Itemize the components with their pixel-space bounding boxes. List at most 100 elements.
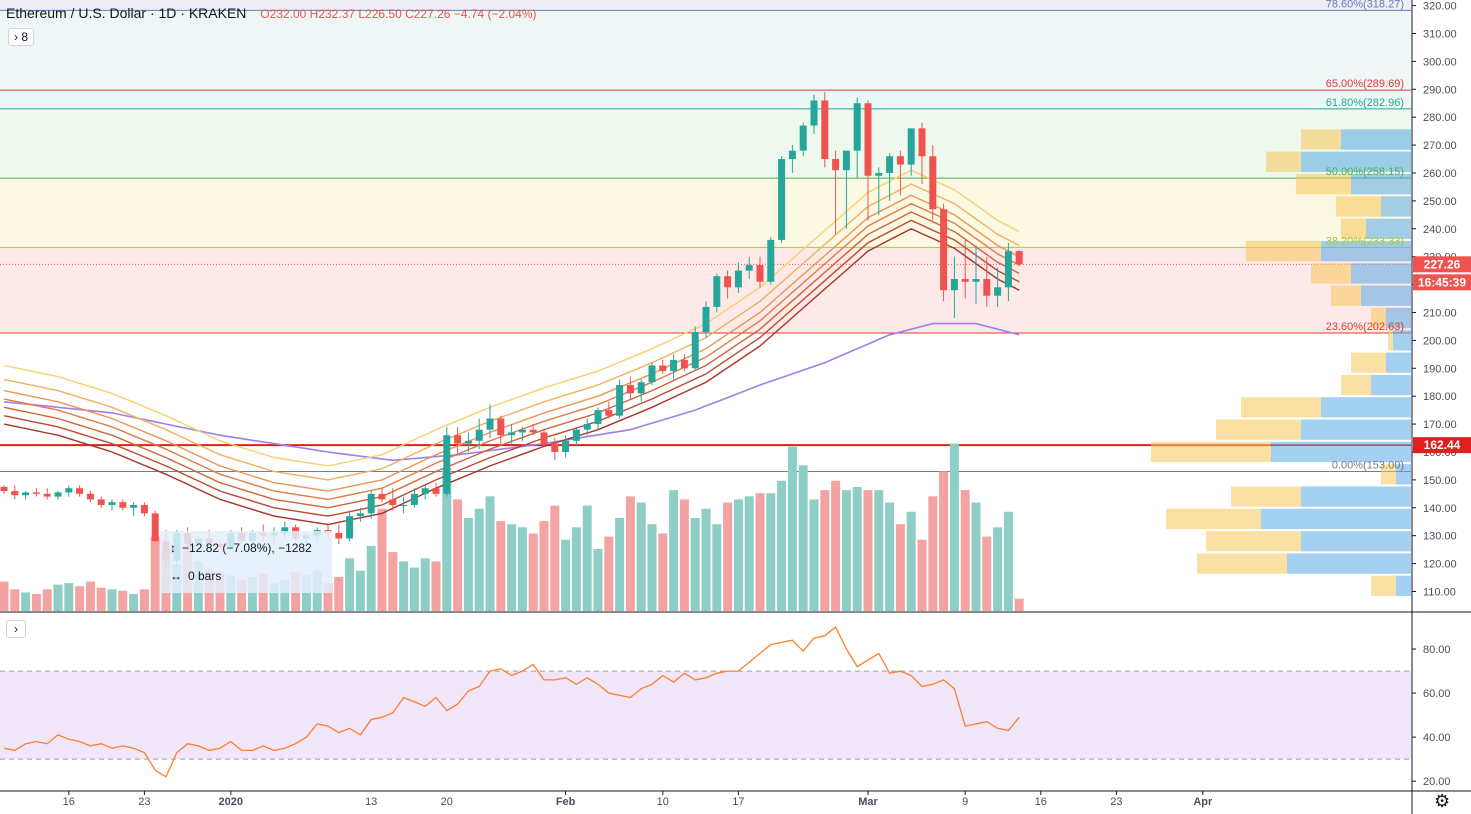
volume-bar	[107, 589, 117, 611]
volume-bar	[820, 490, 830, 611]
volume-bar	[517, 527, 527, 611]
vp-up-bar	[1261, 508, 1411, 530]
countdown-label-bg	[1413, 274, 1471, 291]
volume-bar	[96, 587, 106, 611]
volume-bar	[496, 521, 506, 611]
vp-down-bar	[1371, 575, 1396, 597]
candle-body	[648, 365, 656, 383]
candle-body	[659, 365, 667, 372]
candle-body	[734, 270, 742, 288]
candle-body	[605, 410, 613, 416]
candle-body	[497, 418, 505, 436]
price-tick-label: 210.00	[1423, 307, 1457, 319]
volume-bar	[787, 446, 797, 611]
volume-bar	[539, 521, 549, 611]
vp-down-bar	[1296, 173, 1351, 195]
ema-ribbon-line	[3, 219, 1020, 517]
volume-bar	[75, 586, 85, 611]
candle-body	[140, 504, 148, 514]
vp-up-bar	[1301, 151, 1411, 172]
vp-down-bar	[1371, 307, 1386, 329]
volume-bar	[755, 493, 765, 611]
price-tick-label: 270.00	[1423, 140, 1457, 152]
candle-body	[335, 532, 343, 539]
candle-body	[950, 278, 958, 291]
vp-down-bar	[1381, 464, 1396, 485]
candle-body	[680, 359, 688, 369]
candle-body	[594, 410, 602, 425]
candle-body	[443, 435, 451, 494]
candle-body	[0, 486, 8, 492]
candle-body	[972, 278, 980, 282]
vp-down-bar	[1388, 330, 1393, 351]
price-tick-label: 140.00	[1423, 503, 1457, 515]
vp-down-bar	[1311, 263, 1351, 284]
candle-body	[356, 513, 364, 517]
candle-body	[22, 492, 30, 496]
vp-up-bar	[1396, 575, 1411, 597]
price-tick-label: 300.00	[1423, 56, 1457, 68]
volume-bar	[906, 511, 916, 611]
vp-down-bar	[1341, 374, 1371, 396]
vp-up-bar	[1301, 486, 1411, 507]
volume-bar	[129, 593, 139, 611]
time-tick-label: Mar	[858, 796, 878, 808]
volume-bar	[388, 552, 398, 611]
candle-body	[691, 332, 699, 369]
settings-gear-icon[interactable]: ⚙	[1434, 791, 1451, 811]
indicators-toggle-button[interactable]: › 8	[8, 28, 34, 46]
volume-bar	[21, 592, 31, 611]
time-tick-label: 9	[962, 796, 968, 808]
vp-down-bar	[1331, 285, 1361, 306]
volume-bar	[841, 490, 851, 611]
vp-up-bar	[1287, 553, 1411, 574]
fib-band	[0, 90, 1411, 109]
volume-bar	[550, 505, 560, 611]
countdown-label: 16:45:39	[1418, 275, 1466, 289]
volume-bar	[474, 508, 484, 611]
time-tick-label: 23	[138, 796, 150, 808]
candle-body	[886, 156, 894, 173]
volume-bar	[604, 536, 614, 611]
time-tick-label: Apr	[1193, 796, 1213, 808]
volume-bar	[139, 589, 149, 611]
volume-bar	[712, 524, 722, 611]
price-tick-label: 310.00	[1423, 28, 1457, 40]
price-tick-label: 180.00	[1423, 391, 1457, 403]
time-tick-label: 16	[63, 796, 75, 808]
volume-bar	[766, 493, 776, 611]
volume-bar	[863, 490, 873, 611]
candle-body	[378, 493, 386, 500]
volume-bar	[345, 558, 355, 611]
rsi-toggle-button[interactable]: ›	[6, 620, 26, 638]
price-tick-label: 280.00	[1423, 112, 1457, 124]
candle-body	[702, 306, 710, 333]
volume-bar	[669, 490, 679, 611]
time-tick-label: 16	[1035, 796, 1047, 808]
time-tick-label: 17	[732, 796, 744, 808]
volume-bar	[1003, 511, 1013, 611]
candle-body	[583, 424, 591, 430]
candle-body	[907, 128, 915, 165]
vp-up-bar	[1396, 464, 1411, 485]
volume-bar	[939, 471, 949, 611]
volume-bar	[366, 545, 376, 611]
ma-slow-line	[3, 322, 1020, 462]
volume-bar	[355, 570, 365, 611]
measure-bars-text: 0 bars	[188, 569, 222, 583]
candle-body	[389, 499, 397, 505]
volume-bar	[744, 496, 754, 611]
price-tick-label: 190.00	[1423, 363, 1457, 375]
volume-bar	[615, 518, 625, 611]
candle-body	[896, 156, 904, 165]
candle-body	[756, 265, 764, 282]
vp-down-bar	[1301, 129, 1341, 150]
volume-bar	[85, 581, 95, 611]
volume-bar	[247, 576, 257, 611]
vp-down-bar	[1151, 441, 1271, 463]
candle-body	[637, 382, 645, 394]
vp-down-bar	[1341, 218, 1366, 239]
time-tick-label: 2020	[219, 796, 243, 808]
volume-bar	[625, 496, 635, 611]
